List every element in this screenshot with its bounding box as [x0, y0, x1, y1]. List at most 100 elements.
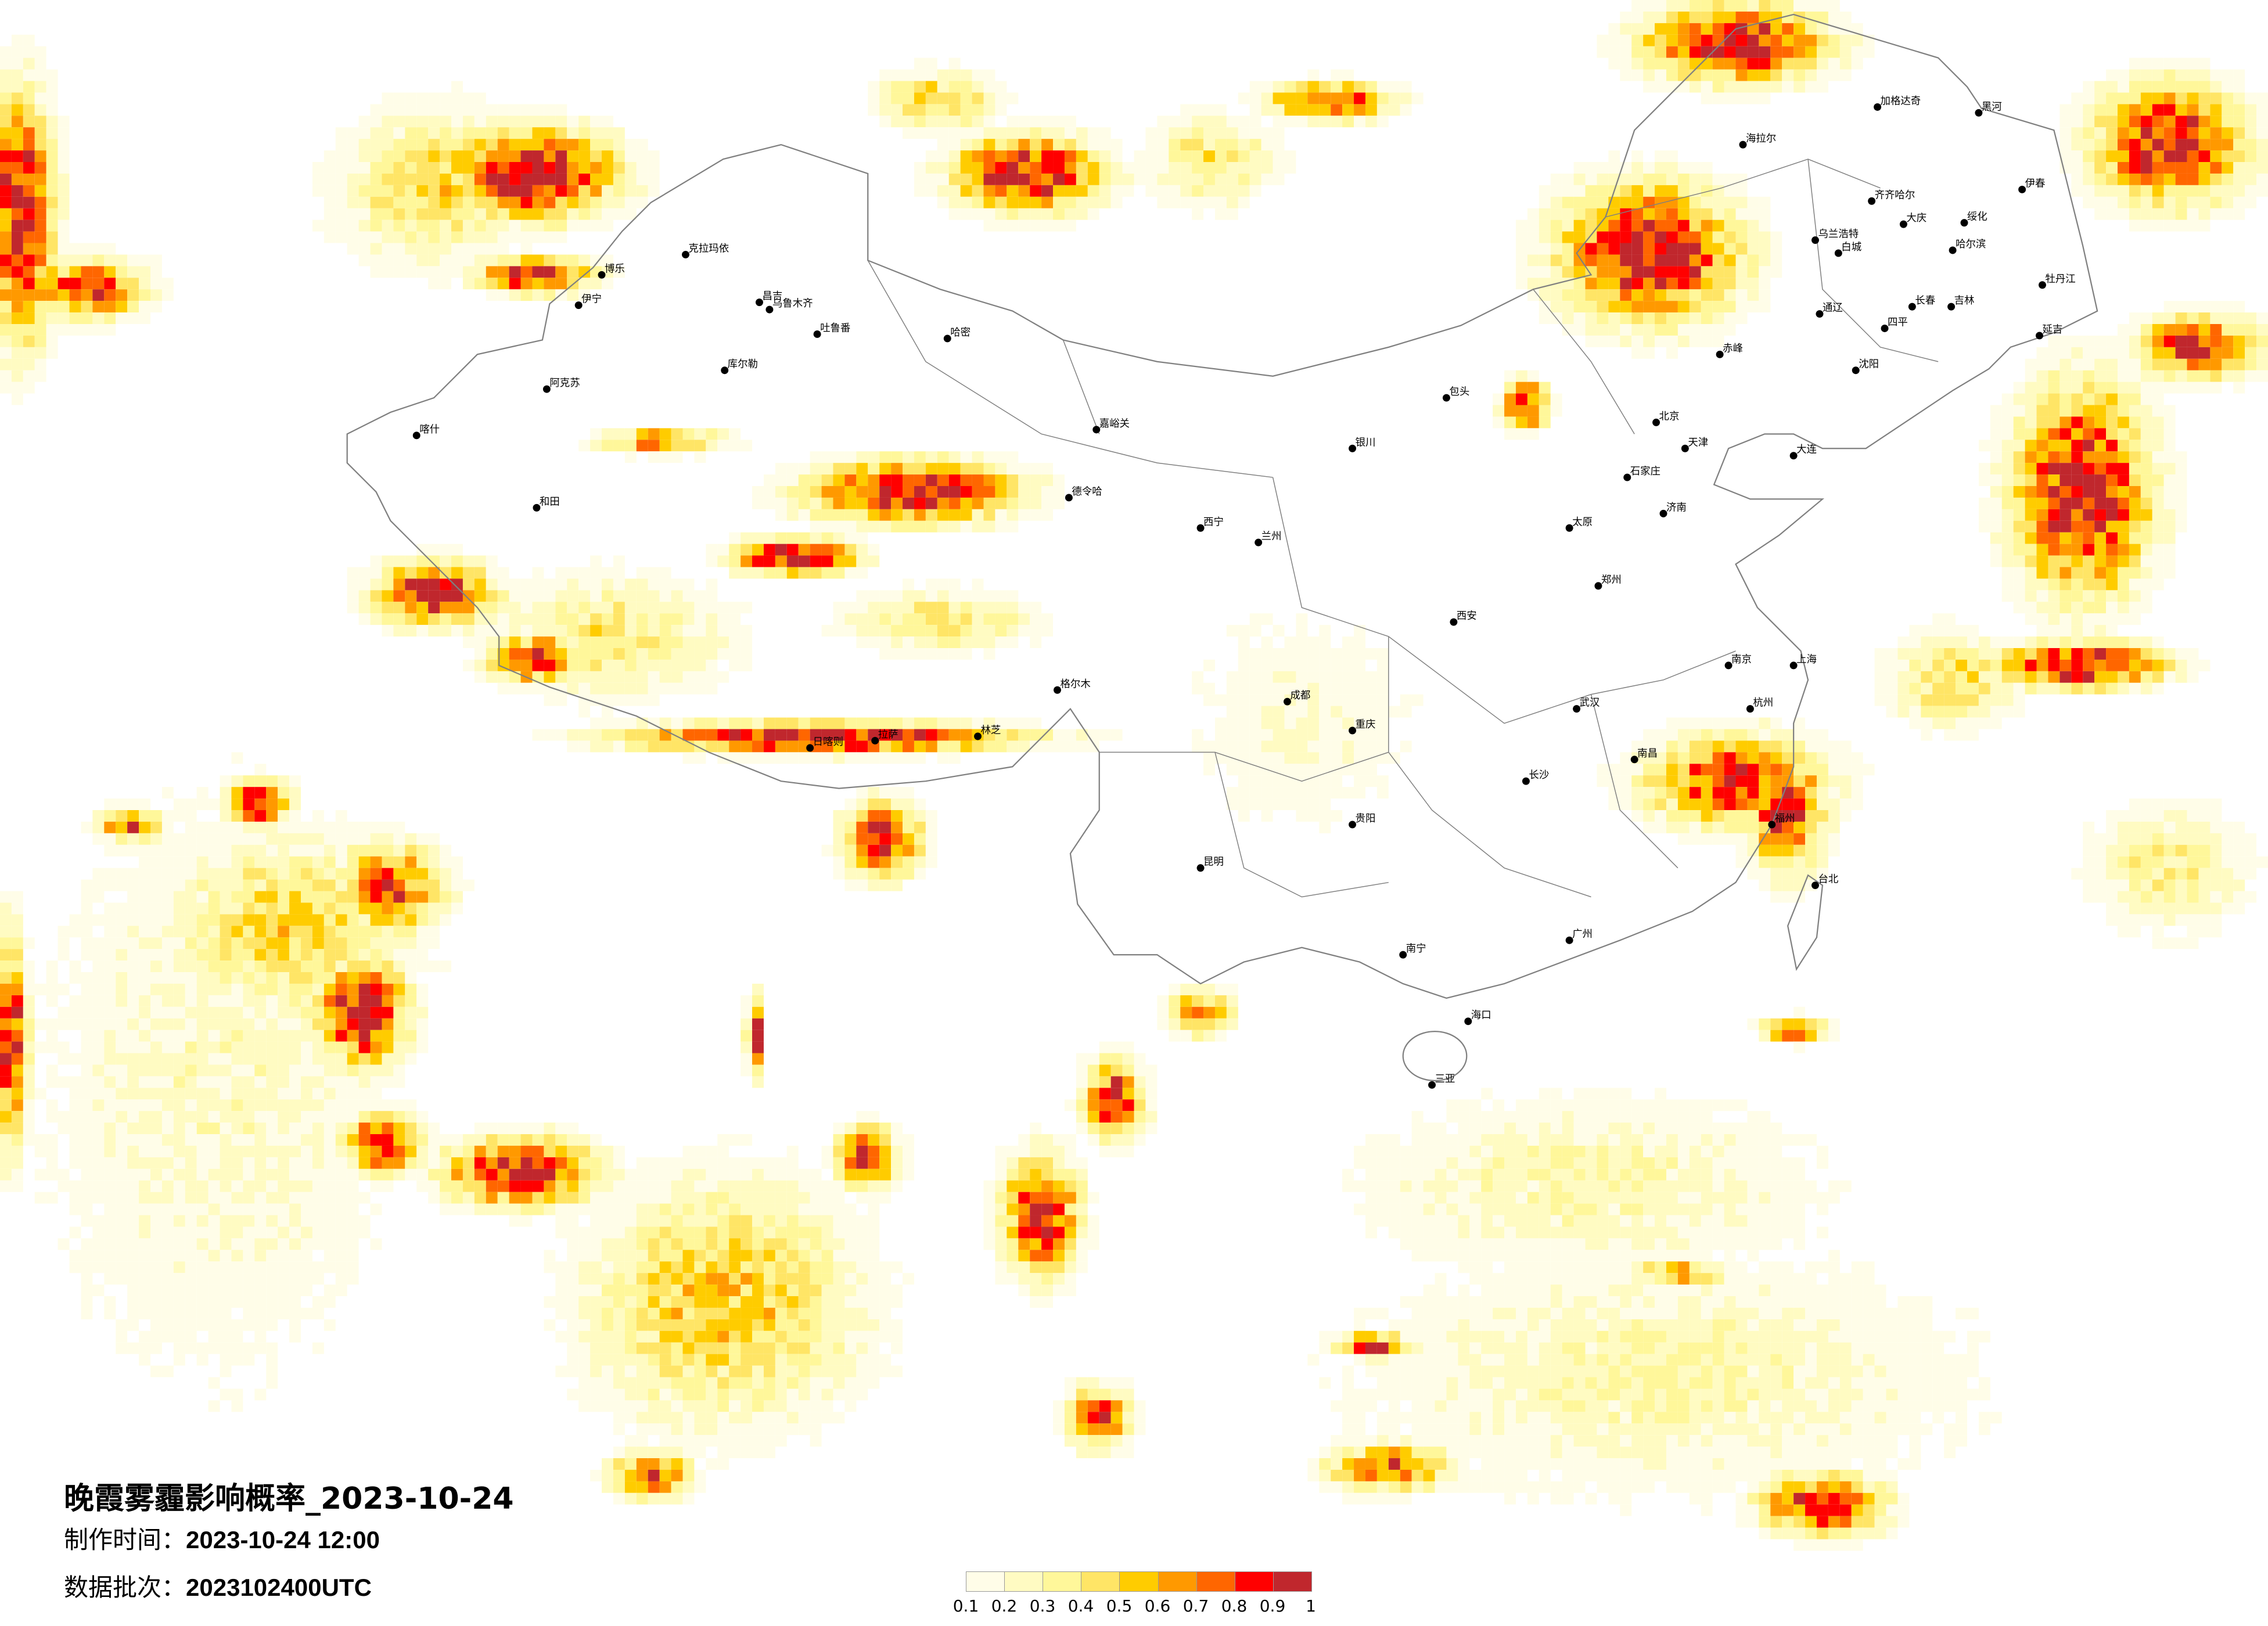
probability-cell [1319, 636, 1331, 649]
probability-cell [1666, 775, 1678, 787]
probability-cell [2094, 92, 2107, 105]
probability-cell [1782, 821, 1794, 833]
probability-cell [914, 625, 926, 637]
probability-cell [925, 497, 937, 509]
probability-cell [347, 1099, 359, 1111]
probability-cell [2117, 532, 2129, 544]
probability-cell [150, 879, 162, 891]
probability-cell [879, 69, 892, 81]
probability-cell [937, 150, 949, 163]
probability-cell [2048, 544, 2060, 556]
probability-cell [382, 602, 394, 614]
probability-cell [150, 1041, 162, 1053]
probability-cell [2106, 139, 2118, 151]
probability-cell [161, 868, 174, 880]
probability-cell [1110, 1099, 1123, 1111]
probability-cell [11, 57, 23, 70]
probability-cell [2140, 416, 2152, 429]
probability-cell [11, 243, 23, 255]
probability-cell [2163, 844, 2176, 857]
probability-cell [196, 937, 209, 949]
probability-cell [127, 1064, 139, 1077]
probability-cell [1608, 254, 1620, 267]
probability-cell [104, 1088, 116, 1100]
probability-cell [116, 995, 128, 1007]
probability-cell [937, 127, 949, 139]
probability-cell [2256, 856, 2268, 868]
probability-cell [2071, 393, 2083, 405]
probability-cell [46, 81, 58, 93]
probability-cell [2036, 613, 2048, 625]
probability-cell [1759, 879, 1771, 891]
probability-cell [1967, 659, 1979, 671]
probability-cell [382, 116, 394, 128]
probability-cell [2140, 208, 2152, 220]
probability-cell [509, 162, 521, 174]
probability-cell [856, 509, 868, 521]
probability-cell [370, 127, 382, 139]
probability-cell [208, 914, 220, 926]
probability-cell [1041, 220, 1054, 232]
probability-cell [2152, 382, 2164, 394]
probability-cell [1307, 717, 1320, 729]
probability-cell [879, 798, 892, 811]
probability-cell [1238, 139, 1250, 151]
probability-cell [139, 1018, 151, 1030]
probability-cell [1897, 682, 1910, 695]
probability-cell [289, 1099, 301, 1111]
probability-cell [208, 1006, 220, 1019]
probability-cell [1655, 324, 1666, 336]
probability-cell [2140, 879, 2152, 891]
probability-cell [1689, 752, 1701, 764]
probability-cell [2013, 544, 2025, 556]
probability-cell [2106, 116, 2118, 128]
probability-cell [786, 717, 799, 729]
probability-cell [2140, 335, 2152, 347]
probability-cell [879, 92, 892, 105]
probability-cell [1677, 335, 1690, 347]
probability-cell [0, 914, 12, 926]
probability-cell [231, 1111, 243, 1123]
probability-cell [2071, 682, 2083, 695]
probability-cell [312, 949, 324, 961]
probability-cell [903, 787, 914, 799]
probability-cell [937, 602, 949, 614]
probability-cell [11, 1088, 23, 1100]
probability-cell [2210, 116, 2222, 128]
probability-cell [382, 1041, 394, 1053]
probability-cell [92, 937, 105, 949]
probability-cell [671, 451, 683, 463]
probability-cell [347, 243, 359, 255]
probability-cell [161, 995, 174, 1007]
probability-cell [1782, 1030, 1794, 1042]
probability-cell [2117, 590, 2129, 602]
probability-cell [1712, 1099, 1724, 1111]
probability-cell [11, 1030, 23, 1042]
probability-cell [903, 474, 914, 487]
probability-cell [1655, 196, 1666, 208]
probability-cell [278, 810, 290, 822]
probability-cell [196, 1088, 209, 1100]
probability-cell [544, 196, 556, 208]
probability-cell [2001, 497, 2014, 509]
probability-cell [243, 949, 255, 961]
probability-cell [2059, 602, 2072, 614]
probability-cell [2094, 879, 2107, 891]
probability-cell [1851, 764, 1863, 776]
probability-cell [11, 312, 23, 325]
probability-cell [1273, 671, 1285, 683]
probability-cell [1631, 34, 1644, 46]
probability-cell [104, 926, 116, 938]
probability-cell [879, 868, 892, 880]
probability-cell [1921, 717, 1933, 729]
probability-cell [416, 139, 429, 151]
probability-cell [1643, 289, 1655, 301]
probability-cell [752, 717, 764, 729]
probability-cell [856, 474, 868, 487]
probability-cell [393, 844, 405, 857]
probability-cell [937, 509, 949, 521]
probability-cell [1041, 497, 1054, 509]
probability-cell [1585, 220, 1597, 232]
probability-cell [2129, 810, 2141, 822]
